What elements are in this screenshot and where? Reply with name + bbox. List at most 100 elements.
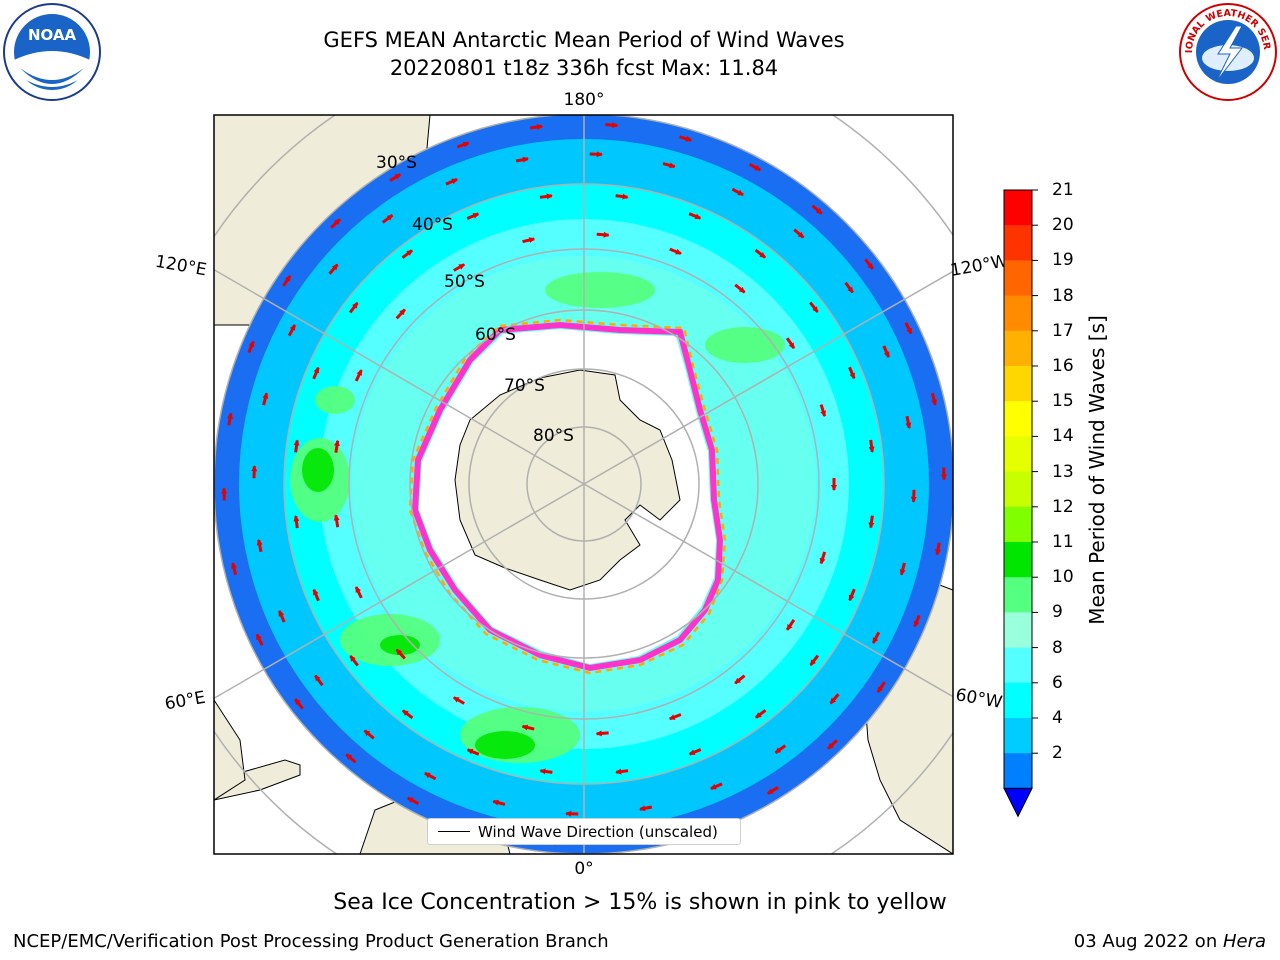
wind-wave-arrow xyxy=(876,681,886,693)
chart-title: GEFS MEAN Antarctic Mean Period of Wind … xyxy=(323,28,845,52)
wind-wave-arrow xyxy=(669,247,682,255)
colorbar-segment xyxy=(1004,225,1032,261)
wind-wave-arrow xyxy=(734,283,746,294)
wind-wave-arrow xyxy=(774,744,787,754)
madagascar-land xyxy=(214,699,246,801)
colorbar-tick-label: 4 xyxy=(1052,708,1063,728)
wind-wave-arrow xyxy=(668,713,682,721)
wind-wave-arrow xyxy=(913,614,921,628)
wind-wave-arrow xyxy=(277,610,286,623)
legend-label: Wind Wave Direction (unscaled) xyxy=(478,823,718,841)
colorbar-segment xyxy=(1004,718,1032,754)
colorbar xyxy=(1003,189,1038,818)
lat-label-80s: 80°S xyxy=(533,426,574,446)
wind-wave-arrow xyxy=(452,696,465,705)
wind-wave-arrow xyxy=(904,322,913,335)
lat-label-60s: 60°S xyxy=(475,325,516,345)
wind-wave-arrow xyxy=(389,173,402,182)
wind-wave-arrow xyxy=(615,193,629,200)
wind-wave-arrow xyxy=(348,301,359,314)
wind-wave-arrow xyxy=(785,337,796,349)
wind-wave-arrow xyxy=(605,122,619,129)
colorbar-tick-label: 10 xyxy=(1052,567,1074,588)
wind-wave-arrow xyxy=(256,539,263,553)
wind-wave-arrow xyxy=(492,799,506,806)
wind-wave-arrow xyxy=(262,392,269,406)
colorbar-tick-label: 8 xyxy=(1052,637,1063,658)
longitude-grid xyxy=(214,115,953,854)
lat-label-50s: 50°S xyxy=(444,272,485,292)
wind-wave-arrow xyxy=(809,654,820,667)
wind-wave-arrow xyxy=(453,263,466,272)
wind-wave-arrow xyxy=(282,275,292,287)
wind-wave-arrow xyxy=(755,709,767,719)
colorbar-segment xyxy=(1004,295,1032,332)
wind-wave-arrow xyxy=(734,674,746,685)
nws-logo: NATIONAL WEATHER SERVICE xyxy=(1174,0,1278,106)
wind-wave-arrow xyxy=(293,439,300,453)
wind-wave-arrow xyxy=(868,439,875,453)
wind-wave-arrow xyxy=(401,249,413,259)
wind-wave-arrow xyxy=(539,768,553,775)
wind-wave-arrow xyxy=(899,562,906,576)
colorbar-tick-label: 6 xyxy=(1052,672,1063,693)
chart-subtitle: 20220801 t18z 336h fcst Max: 11.84 xyxy=(389,56,779,80)
wind-wave-arrow xyxy=(930,392,937,406)
wind-wave-arrow xyxy=(401,709,414,720)
wind-wave-arrow xyxy=(827,739,838,750)
wind-wave-arrow xyxy=(848,366,856,380)
colorbar-segment xyxy=(1004,753,1032,789)
wind-wave-arrow xyxy=(330,218,341,229)
wind-wave-arrow xyxy=(354,586,363,599)
colorbar-segment xyxy=(1004,190,1032,226)
wind-wave-arrow xyxy=(935,542,941,556)
wind-wave-arrow xyxy=(596,231,610,238)
wind-wave-arrow xyxy=(539,193,553,200)
wind-wave-arrow xyxy=(595,730,609,737)
wind-wave-arrow xyxy=(793,228,805,239)
wind-wave-arrow xyxy=(882,345,891,358)
footer-date: 03 Aug 2022 on Hera xyxy=(1074,931,1266,952)
wind-wave-arrow xyxy=(395,308,406,320)
wind-wave-arrow xyxy=(333,514,340,528)
wind-wave-arrow xyxy=(294,698,304,710)
colorbar-segment xyxy=(1004,542,1032,578)
wind-wave-arrow xyxy=(615,768,629,775)
noaa-logo: NOAA xyxy=(2,2,102,106)
lat-label-30s: 30°S xyxy=(376,153,417,173)
colorbar-tick-label: 2 xyxy=(1052,743,1063,764)
wind-wave-arrow xyxy=(515,156,529,163)
colorbar-tick-label: 13 xyxy=(1052,461,1074,482)
wind-wave-arrow xyxy=(381,214,394,224)
wind-wave-arrow xyxy=(868,515,875,529)
wind-wave-arrow xyxy=(328,263,339,275)
colorbar-segment xyxy=(1004,612,1032,649)
wind-wave-arrow xyxy=(314,674,324,687)
colorbar-tick-label: 16 xyxy=(1052,356,1074,376)
footer-date-text: 03 Aug 2022 on xyxy=(1073,931,1223,952)
wind-wave-arrow xyxy=(521,724,535,731)
wind-wave-arrow xyxy=(255,633,264,646)
wind-wave-arrow xyxy=(864,258,874,270)
lon-label-60w: 60°W xyxy=(954,685,1004,713)
wind-wave-arrow xyxy=(848,588,856,602)
wind-wave-arrow xyxy=(231,562,238,576)
wind-wave-arrow xyxy=(679,135,693,142)
sea-ice-edge xyxy=(411,321,724,672)
wind-wave-arrow xyxy=(363,729,375,740)
wind-wave-arrow xyxy=(639,805,653,812)
colorbar-segment xyxy=(1004,330,1032,367)
wind-wave-arrow xyxy=(905,415,912,429)
colorbar-segment xyxy=(1004,577,1032,613)
wind-wave-arrow xyxy=(819,404,827,418)
wind-wave-arrow xyxy=(293,515,300,529)
wind-wave-arrow xyxy=(406,796,420,806)
wind-wave-arrow xyxy=(456,141,470,149)
colorbar-tick-label: 20 xyxy=(1052,215,1074,236)
wind-wave-arrow xyxy=(844,281,854,294)
legend-line-swatch xyxy=(438,831,470,832)
wind-wave-arrow xyxy=(819,551,827,565)
wind-wave-arrow xyxy=(871,631,881,644)
wind-wave-arrow xyxy=(710,782,723,791)
